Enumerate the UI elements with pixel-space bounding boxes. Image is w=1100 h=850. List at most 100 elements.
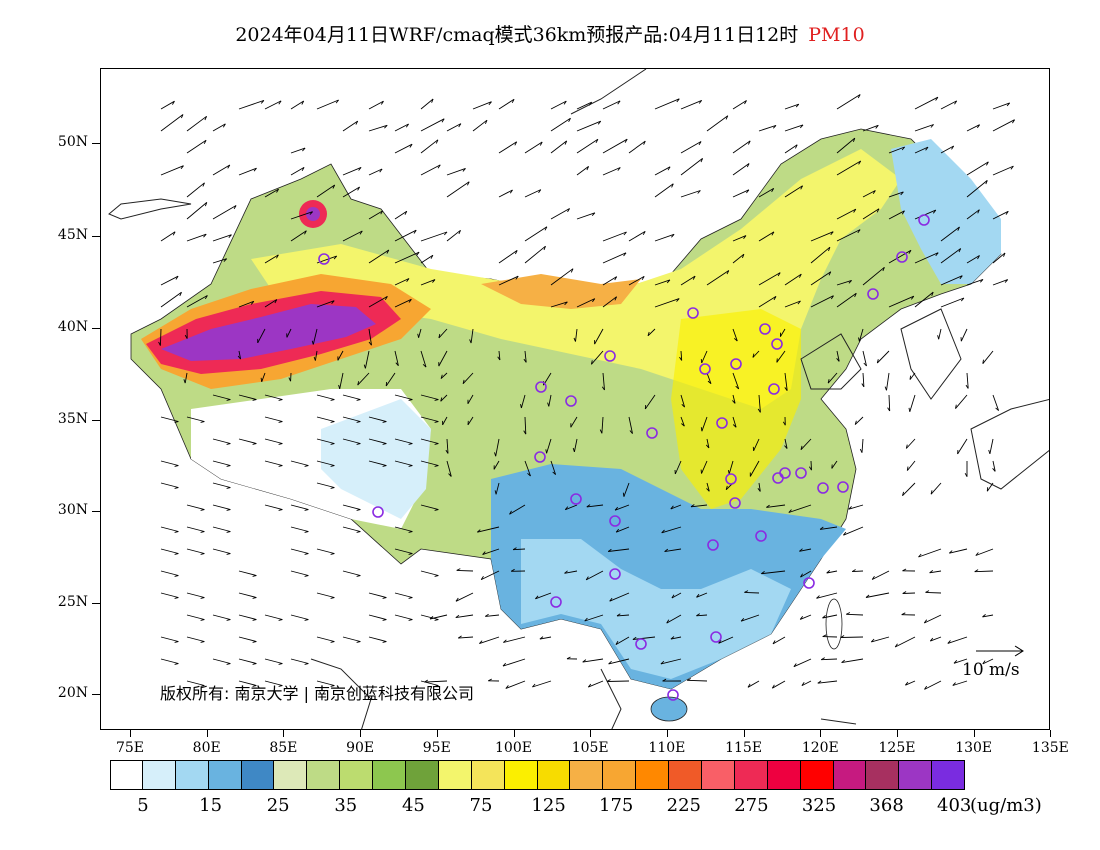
wind-arrow	[498, 250, 518, 264]
wind-arrowhead	[278, 421, 283, 423]
wind-arrow	[368, 460, 387, 466]
wind-arrow	[758, 272, 781, 286]
wind-arrowhead	[800, 185, 803, 190]
wind-arrow	[479, 636, 500, 645]
wind-arrowhead	[595, 139, 599, 144]
wind-arrowhead	[925, 590, 930, 593]
wind-arrowhead	[826, 570, 831, 574]
wind-arrowhead	[278, 100, 282, 105]
wind-arrow	[952, 680, 968, 686]
longitude-tick	[820, 730, 822, 737]
wind-arrowhead	[820, 657, 825, 661]
colorbar-swatch	[636, 760, 670, 790]
wind-arrowhead	[1005, 211, 1009, 215]
wind-arrow	[394, 298, 412, 308]
wind-arrowhead	[384, 124, 388, 129]
wind-arrowhead	[954, 100, 958, 105]
wind-arrow	[364, 350, 370, 369]
wind-arrow	[160, 482, 179, 488]
wind-arrowhead	[700, 427, 703, 432]
wind-arrowhead	[925, 146, 929, 151]
wind-arrowhead	[356, 443, 361, 445]
wind-arrow	[960, 328, 968, 342]
northeast-blue-field	[891, 139, 1001, 284]
wind-arrow	[420, 416, 439, 422]
wind-arrowhead	[253, 167, 257, 172]
wind-arrowhead	[260, 100, 265, 104]
wind-arrowhead	[830, 295, 834, 300]
wind-arrow	[701, 416, 708, 432]
wind-arrowhead	[564, 140, 568, 145]
wind-arrowhead	[771, 188, 775, 193]
wind-arrowhead	[512, 547, 517, 551]
wind-arrowhead	[539, 636, 544, 640]
wind-arrowhead	[278, 399, 283, 401]
wind-arrow	[660, 658, 682, 665]
wind-arrow	[848, 504, 864, 510]
wind-arrow	[826, 570, 838, 574]
inner-mongolia-orange-strip	[481, 274, 641, 309]
wind-arrow	[238, 438, 257, 444]
wind-arrowhead	[435, 139, 439, 144]
wind-arrow	[550, 117, 571, 132]
wind-arrow	[532, 680, 552, 688]
station-markers	[318, 214, 930, 701]
wind-arrow	[467, 416, 474, 426]
longitude-label: 130E	[955, 740, 993, 756]
wind-arrow	[420, 279, 436, 286]
station-marker	[550, 596, 562, 608]
wind-arrow	[548, 394, 552, 407]
latitude-label: 20N	[57, 685, 88, 701]
wind-arrowhead	[857, 94, 861, 99]
wind-arrow	[784, 185, 803, 198]
wind-arrow	[843, 526, 864, 536]
colorbar-swatch	[800, 760, 834, 790]
wind-arrow	[784, 144, 798, 154]
wind-arrowhead	[252, 443, 257, 445]
wind-arrow	[706, 482, 710, 492]
wind-arrow	[576, 212, 596, 220]
wind-arrowhead	[434, 575, 439, 577]
wind-arrow	[602, 231, 627, 242]
wind-arrow	[470, 328, 474, 344]
station-marker	[687, 307, 699, 319]
wind-arrowhead	[174, 465, 179, 467]
wind-arrow	[732, 328, 738, 342]
wind-arrow	[793, 658, 812, 668]
wind-arrowhead	[752, 353, 755, 358]
wind-arrowhead	[975, 552, 979, 556]
colorbar-unit: (ug/m3)	[970, 795, 1042, 816]
wind-arrow	[680, 275, 696, 286]
wind-arrowhead	[592, 298, 596, 303]
wind-arrow	[290, 147, 306, 154]
wind-arrowhead	[852, 137, 856, 142]
wind-arrow	[654, 183, 674, 198]
wind-arrow	[940, 100, 957, 110]
wind-arrow	[906, 460, 916, 471]
colorbar-swatch	[932, 760, 966, 790]
wind-arrowhead	[614, 506, 619, 511]
wind-arrowhead	[608, 660, 612, 665]
station-marker	[372, 506, 384, 518]
wind-arrowhead	[773, 296, 777, 301]
wind-arrowhead	[502, 662, 507, 667]
longitude-label: 135E	[1031, 740, 1069, 756]
wind-arrow	[550, 268, 574, 286]
wind-arrowhead	[434, 465, 439, 467]
wind-arrow	[286, 328, 292, 338]
wind-arrowhead	[908, 250, 912, 254]
wind-arrowhead	[800, 445, 803, 450]
wind-arrowhead	[679, 356, 683, 361]
wind-arrow	[570, 416, 578, 428]
wind-arrow	[160, 165, 184, 176]
wind-arrowhead	[252, 399, 257, 401]
wind-arrow	[368, 100, 384, 110]
wind-arrowhead	[510, 568, 515, 572]
wind-arrow	[801, 680, 812, 687]
wind-arrowhead	[226, 487, 231, 489]
wind-arrowhead	[584, 617, 588, 622]
wind-arrow	[609, 592, 630, 602]
wind-arrowhead	[795, 103, 800, 108]
wind-arrow	[602, 296, 617, 308]
wind-arrow	[290, 658, 309, 664]
